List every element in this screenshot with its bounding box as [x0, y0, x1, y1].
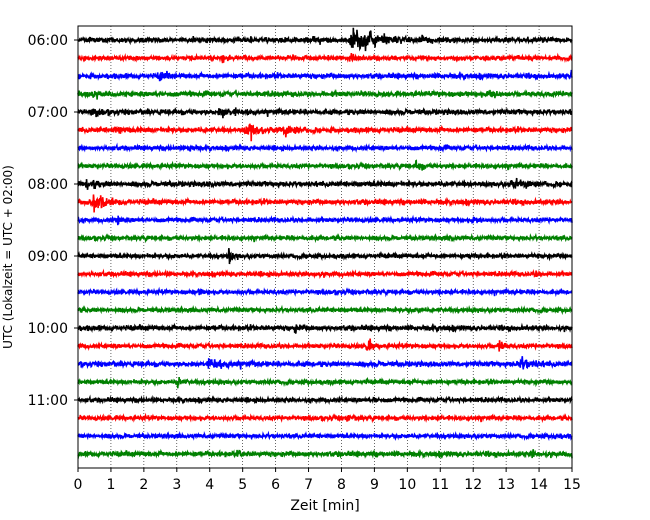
x-tick-label: 15: [563, 477, 581, 493]
y-axis-label: UTC (Lokalzeit = UTC + 02:00): [1, 165, 15, 349]
x-axis-ticks: 0 1 2 3 4 5 6 7 8 9 10 11 12 13 14 15: [74, 468, 581, 493]
trace-1030: [77, 356, 573, 371]
x-tick-label: 4: [205, 477, 214, 493]
x-tick-label: 1: [106, 477, 115, 493]
seismic-traces: [77, 27, 573, 460]
x-tick-label: 2: [139, 477, 148, 493]
x-tick-label: 5: [238, 477, 247, 493]
trace-1015: [77, 338, 573, 352]
y-tick-label: 07:00: [28, 105, 68, 121]
plot-frame: [77, 25, 573, 469]
x-tick-label: 7: [304, 477, 313, 493]
trace-1115: [77, 412, 573, 424]
x-tick-label: 12: [464, 477, 482, 493]
x-tick-label: 13: [497, 477, 515, 493]
x-tick-label: 9: [370, 477, 379, 493]
trace-0800: [77, 177, 573, 190]
trace-0845: [77, 232, 573, 244]
trace-0615: [77, 52, 573, 64]
x-tick-label: 0: [74, 477, 83, 493]
x-tick-label: 8: [337, 477, 346, 493]
trace-0915: [77, 268, 573, 280]
x-tick-label: 3: [172, 477, 181, 493]
x-tick-label: 10: [398, 477, 416, 493]
y-tick-label: 11:00: [28, 393, 68, 409]
x-tick-label: 14: [530, 477, 548, 493]
trace-0830: [77, 214, 573, 226]
trace-0715: [77, 123, 573, 142]
trace-0900: [77, 248, 573, 265]
trace-0700: [77, 106, 573, 119]
y-tick-label: 06:00: [28, 33, 68, 49]
x-tick-label: 6: [271, 477, 280, 493]
trace-1000: [77, 322, 573, 334]
trace-0815: [77, 194, 573, 213]
trace-0945: [77, 304, 573, 316]
trace-0745: [77, 159, 573, 172]
x-tick-label: 11: [431, 477, 449, 493]
trace-1100: [77, 394, 573, 405]
y-tick-label: 09:00: [28, 249, 68, 265]
y-tick-label: 10:00: [28, 321, 68, 337]
trace-0730: [77, 142, 573, 154]
trace-1045: [77, 376, 573, 389]
trace-1145: [77, 448, 573, 460]
trace-0645: [77, 88, 573, 100]
y-axis-ticks: 06:00 07:00 08:00 09:00 10:00 11:00: [28, 33, 78, 409]
y-tick-label: 08:00: [28, 177, 68, 193]
trace-0630: [77, 69, 573, 82]
trace-1130: [77, 430, 573, 442]
trace-0600: [77, 27, 573, 52]
trace-0930: [77, 286, 573, 298]
x-axis-label: Zeit [min]: [290, 498, 359, 514]
